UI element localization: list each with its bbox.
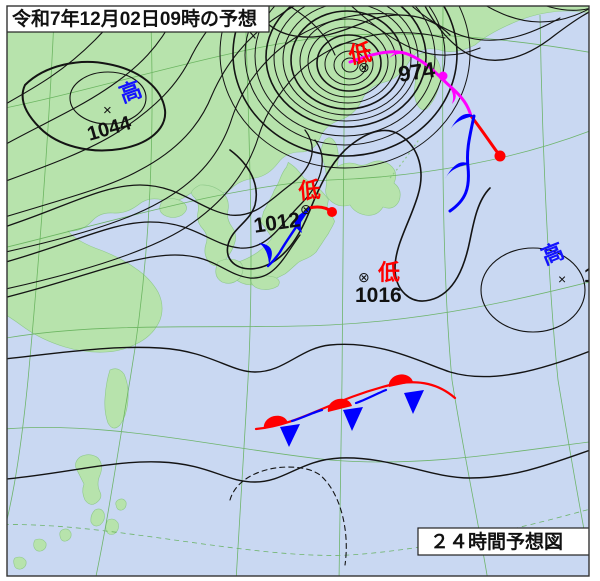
svg-text:低: 低 — [296, 177, 321, 204]
svg-text:1016: 1016 — [355, 284, 402, 307]
svg-text:⊗: ⊗ — [358, 269, 370, 285]
svg-text:⊗: ⊗ — [358, 59, 370, 75]
svg-text:974: 974 — [397, 57, 438, 87]
svg-text:⊗: ⊗ — [300, 201, 312, 217]
svg-text:×: × — [558, 271, 566, 287]
svg-text:令和7年12月02日09時の予想: 令和7年12月02日09時の予想 — [12, 7, 257, 30]
svg-text:２４時間予想図: ２４時間予想図 — [430, 530, 563, 553]
svg-text:低: 低 — [377, 260, 400, 285]
